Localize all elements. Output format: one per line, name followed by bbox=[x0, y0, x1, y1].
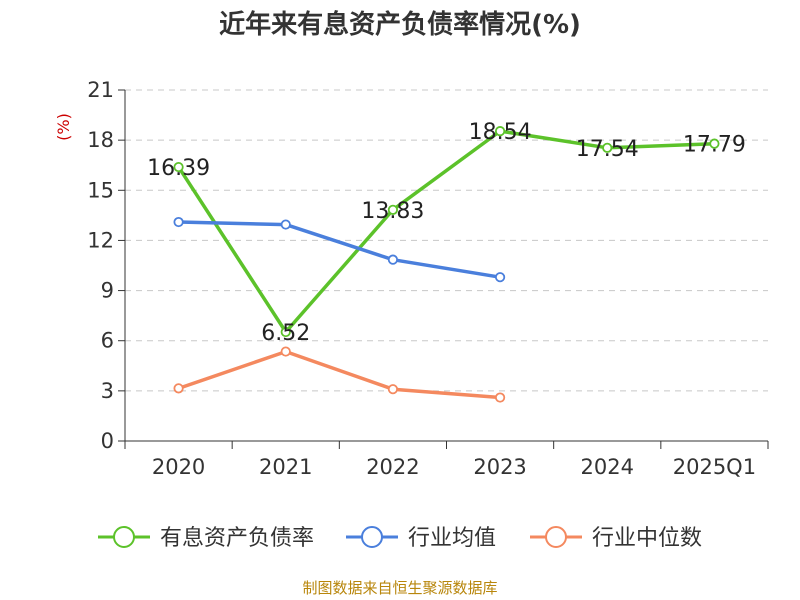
chart-title: 近年来有息资产负债率情况(%) bbox=[219, 9, 581, 40]
data-point-0-2022 bbox=[387, 204, 399, 215]
data-label-2020: 16.39 bbox=[147, 156, 210, 181]
x-tick-label-2021: 2021 bbox=[259, 455, 312, 479]
axes: 0 3 6 9 12 15 18 21 2020 2021 2022 2023 2024 2025Q1 bbox=[87, 78, 769, 479]
series-line-1 bbox=[178, 220, 501, 279]
x-tick-label-2025Q1: 2025Q1 bbox=[673, 455, 756, 479]
data-label-2021: 6.52 bbox=[261, 321, 310, 346]
data-point-0-2023 bbox=[494, 126, 506, 137]
x-tick-label-2024: 2024 bbox=[581, 455, 634, 479]
data-point-1-2021 bbox=[280, 219, 291, 230]
x-tick-label-2022: 2022 bbox=[366, 455, 419, 479]
data-label-2024: 17.54 bbox=[576, 137, 639, 162]
data-point-0-2021 bbox=[280, 326, 291, 338]
legend-label-0: 有息资产负债率 bbox=[160, 526, 314, 551]
y-tick-label-21: 21 bbox=[87, 78, 114, 102]
data-label-2022: 13.83 bbox=[361, 199, 424, 224]
data-point-0-2025Q1 bbox=[709, 138, 720, 149]
legend-marker-0 bbox=[113, 526, 135, 548]
x-tick-label-2020: 2020 bbox=[152, 455, 205, 479]
data-labels: 16.39 6.52 13.83 18.54 17.54 17.79 bbox=[147, 120, 746, 346]
data-point-2-2020 bbox=[173, 383, 184, 394]
y-tick-label-15: 15 bbox=[87, 178, 114, 202]
data-point-1-2023 bbox=[494, 272, 506, 283]
grid-lines bbox=[125, 89, 768, 392]
data-point-2-2021 bbox=[280, 346, 291, 357]
data-point-1-2022 bbox=[387, 254, 399, 265]
y-tick-label-6: 6 bbox=[101, 329, 114, 353]
y-tick-label-3: 3 bbox=[101, 379, 114, 403]
data-label-2023: 18.54 bbox=[469, 120, 532, 145]
data-label-2025Q1: 17.79 bbox=[683, 133, 746, 158]
y-tick-label-9: 9 bbox=[101, 279, 114, 303]
data-point-0-2020 bbox=[173, 161, 184, 173]
legend-label-2: 行业中位数 bbox=[592, 526, 702, 551]
data-point-2-2023 bbox=[494, 392, 506, 403]
legend-label-1: 行业均值 bbox=[408, 526, 496, 551]
series-line-0 bbox=[177, 129, 715, 334]
x-tick-label-2023: 2023 bbox=[473, 455, 526, 479]
y-tick-label-0: 0 bbox=[101, 429, 114, 453]
series-line-2 bbox=[178, 349, 501, 400]
data-point-1-2020 bbox=[173, 216, 184, 228]
series-lines bbox=[173, 126, 720, 403]
y-tick-label-18: 18 bbox=[87, 128, 114, 152]
y-tick-label-12: 12 bbox=[87, 228, 114, 252]
data-point-2-2022 bbox=[387, 384, 399, 395]
source-note: 制图数据来自恒生聚源数据库 bbox=[302, 579, 497, 597]
y-axis-unit: (%) bbox=[54, 113, 73, 141]
data-point-0-2024 bbox=[602, 142, 613, 153]
legend-marker-2 bbox=[545, 526, 567, 548]
legend: 有息资产负债率 行业均值 行业中位数 bbox=[98, 526, 702, 551]
legend-marker-1 bbox=[361, 526, 383, 548]
